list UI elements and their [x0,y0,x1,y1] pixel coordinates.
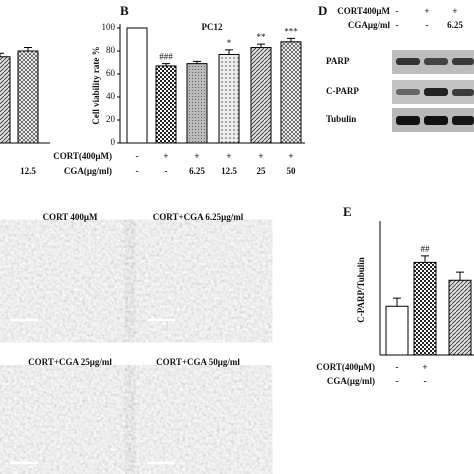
y-tick-label: 100 [102,22,116,32]
error-bar [24,47,32,51]
micrograph-label: CORT 400μM [43,212,98,222]
significance: * [227,38,232,48]
y-axis-label: Cell viability rate % [91,46,101,124]
significance: ### [159,52,173,62]
condition: + [422,362,427,372]
row-label: CGA(μg/ml) [327,376,375,386]
y-tick-label: 20 [106,114,116,124]
condition: + [226,151,231,161]
error-bar [257,43,265,48]
bar [280,41,302,144]
chart-title: PC12 [202,22,223,32]
condition: 50 [287,166,297,176]
micrograph [0,375,123,474]
blot-condition: - [426,20,429,30]
row-label: CORT(400μM) [316,362,375,372]
bar [155,65,177,144]
error-bar [162,63,170,66]
significance: ## [421,244,431,254]
condition: + [194,151,199,161]
error-bar [193,60,201,64]
bar [448,279,472,356]
bar [17,50,39,144]
condition: 12.5 [221,166,237,176]
panel-label: D [318,3,327,18]
y-tick-label: 40 [106,91,116,101]
condition: 6.25 [189,166,205,176]
condition: - [165,166,168,176]
condition: - [396,376,399,386]
bar [385,305,409,356]
panel-label: B [120,3,129,18]
band-label: PARP [326,56,350,66]
condition: - [136,166,139,176]
band-label: Tubulin [326,114,356,124]
blot-row-label: CGAμg/ml [348,20,391,30]
band-label: C-PARP [326,86,359,96]
bar [186,63,208,144]
x-tick-label: 12.5 [20,166,36,176]
condition: - [136,151,139,161]
condition: 25 [257,166,267,176]
micrograph [137,375,260,474]
blot-condition: + [424,6,429,16]
micrograph-label: CORT+CGA 25μg/ml [28,357,112,367]
micrograph-label: CORT+CGA 50μg/ml [156,357,240,367]
row-label: CORT(400μM) [53,151,112,161]
error-bar [287,37,295,42]
condition: + [258,151,263,161]
significance: ** [257,32,267,42]
bar [0,56,11,144]
condition: + [288,151,293,161]
bar [126,27,148,144]
bar [218,53,240,144]
blot-condition: - [396,20,399,30]
row-label: CGA(μg/ml) [64,166,112,176]
significance: *** [284,26,298,36]
y-tick-label: 60 [106,68,116,78]
micrograph-label: CORT+CGA 6.25μg/ml [153,212,244,222]
condition: + [163,151,168,161]
panel-label: E [343,204,352,219]
western-blot [392,50,474,132]
micrograph [0,230,123,332]
blot-condition: - [396,6,399,16]
micrograph [137,230,260,332]
error-bar [225,49,233,55]
condition: - [396,362,399,372]
error-bar [421,255,429,263]
blot-condition: 6.25 [447,20,463,30]
blot-condition: + [452,6,457,16]
error-bar [0,52,4,57]
blot-row-label: CORT400μM [337,6,390,16]
error-bar [393,297,401,307]
y-tick-label: 0 [111,137,116,147]
condition: - [424,376,427,386]
error-bar [456,271,464,281]
bar [250,47,272,144]
y-tick-label: 80 [106,45,116,55]
micrographs [0,230,260,474]
y-axis-label: C-PARP/Tubulin [356,257,366,323]
bar [413,261,437,356]
